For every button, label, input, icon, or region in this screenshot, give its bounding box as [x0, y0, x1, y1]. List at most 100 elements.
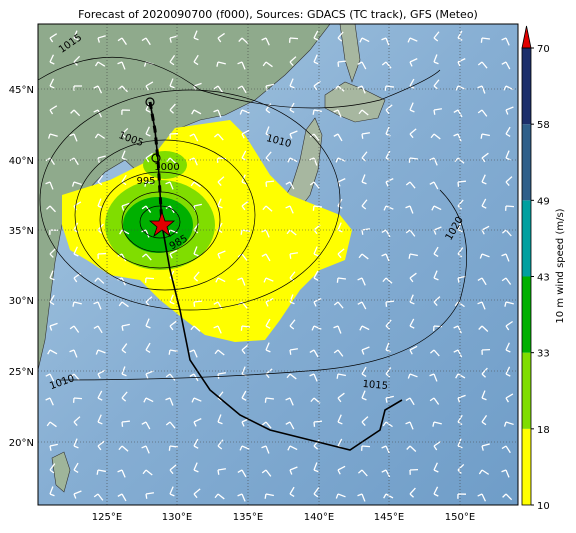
wind-barb	[121, 391, 128, 402]
colorbar: 10 18 33 43 49 58 70 10 m wind speed (m/s)	[521, 25, 566, 512]
wind-barb	[384, 85, 395, 91]
wind-barb	[213, 133, 224, 141]
wind-barb	[141, 37, 151, 46]
wind-barb	[381, 253, 390, 262]
wind-barb	[337, 60, 347, 67]
wind-barb	[265, 342, 271, 353]
isobar-label: 1015	[362, 379, 388, 392]
wind-barb	[385, 319, 392, 330]
wind-barb	[97, 369, 106, 379]
wind-barb	[241, 390, 247, 401]
wind-barb	[433, 440, 441, 451]
lon-label: 125°E	[92, 512, 122, 523]
wind-barb	[141, 253, 152, 261]
wind-barb	[454, 301, 465, 308]
wind-barb	[453, 109, 463, 118]
graticule	[38, 24, 518, 505]
wind-barb	[265, 318, 271, 329]
track-point	[145, 97, 155, 107]
map-title: Forecast of 2020090700 (f000), Sources: …	[78, 8, 478, 21]
tc-forecast-track	[148, 101, 164, 226]
wind-barb	[265, 180, 275, 187]
wind-barb	[431, 205, 442, 211]
wind-barb	[73, 416, 81, 427]
lat-label: 35°N	[9, 226, 34, 237]
wind-barb	[237, 61, 246, 70]
wind-barb	[359, 37, 370, 43]
wind-barb	[360, 445, 371, 451]
wind-barb	[409, 58, 418, 67]
isobar-label: 995	[136, 176, 155, 187]
wind-barb	[191, 109, 202, 115]
wind-barb	[505, 150, 511, 161]
wind-barb	[357, 85, 366, 94]
wind-barb	[457, 463, 465, 474]
map-frame	[37, 23, 519, 506]
wind-barb	[73, 55, 81, 66]
wind-barb	[407, 37, 418, 43]
wind-barb	[69, 349, 78, 358]
wind-barb	[193, 438, 199, 449]
colorbar-tick-label: 10	[537, 501, 550, 512]
wind-barb	[168, 445, 179, 451]
wind-barb	[313, 30, 319, 41]
wind-barb	[453, 133, 462, 142]
wind-barbs	[45, 30, 515, 502]
wind-barb	[261, 421, 272, 429]
wind-barb	[501, 229, 512, 237]
wind-barb	[429, 373, 438, 382]
wind-barb	[433, 226, 442, 235]
wind-barb	[481, 367, 488, 378]
wind-barb	[169, 249, 178, 259]
wind-barb	[405, 421, 414, 430]
wind-barb	[480, 37, 491, 43]
wind-barb	[214, 493, 225, 500]
wind-barb	[481, 152, 489, 163]
wind-barb	[502, 493, 513, 501]
wind-barb	[97, 35, 106, 43]
wind-barb	[72, 301, 82, 307]
wind-barb	[261, 469, 272, 477]
wind-barb	[93, 85, 103, 94]
wind-barb	[504, 301, 514, 307]
wind-barb	[433, 246, 439, 257]
wind-barb	[455, 373, 466, 379]
wind-barb	[169, 55, 176, 66]
colorbar-band	[522, 124, 531, 201]
wind-barb	[169, 464, 177, 475]
colorbar-extend	[521, 25, 532, 49]
track-point	[151, 153, 161, 163]
wind-barb	[289, 78, 295, 89]
wind-barb	[95, 349, 106, 355]
wind-barb	[433, 54, 439, 65]
colorbar-tick-label: 70	[537, 44, 550, 55]
wind-barb	[69, 325, 80, 333]
wind-barb	[357, 493, 366, 502]
wind-barb	[193, 271, 200, 282]
wind-barb	[287, 445, 298, 451]
wind-barb	[503, 85, 514, 91]
wind-barb	[433, 108, 443, 115]
wind-barb	[145, 152, 153, 163]
tc-track	[149, 101, 403, 451]
wind-barb	[217, 176, 225, 187]
wind-barb	[169, 78, 175, 89]
wind-barb	[48, 133, 58, 139]
wind-barb	[285, 205, 294, 214]
lat-label: 45°N	[9, 85, 34, 96]
wind-barb	[118, 445, 129, 452]
wind-barb	[169, 320, 177, 331]
wind-barb	[216, 61, 226, 67]
wind-barb	[433, 296, 441, 307]
wind-barb	[190, 325, 201, 332]
wind-barb	[145, 342, 151, 353]
wind-barb	[145, 126, 151, 137]
wind-barb	[409, 102, 415, 113]
wind-barb	[145, 370, 154, 379]
wind-barb	[168, 349, 178, 355]
wind-barb	[49, 78, 55, 89]
wind-barb	[117, 61, 126, 70]
wind-barb	[263, 277, 274, 283]
